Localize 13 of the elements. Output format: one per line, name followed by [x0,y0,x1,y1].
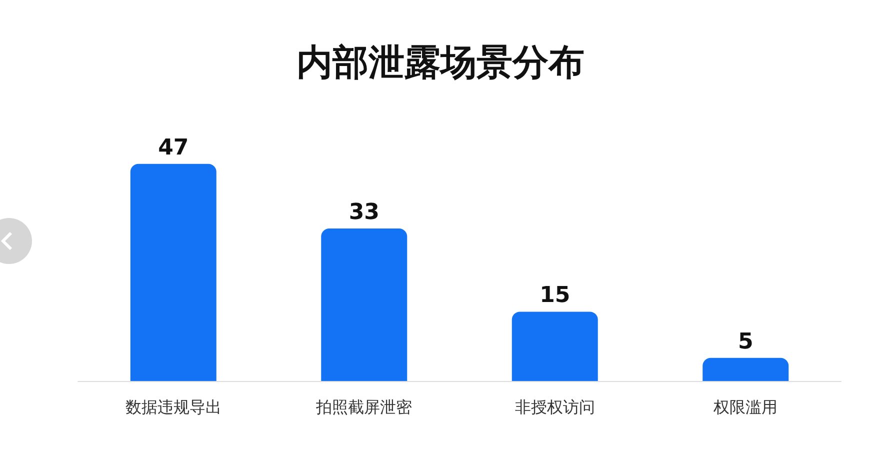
x-tick-label: 权限滥用 [712,398,778,416]
bar [321,228,408,381]
x-tick-label: 数据违规导出 [125,398,222,416]
chart-title: 内部泄露场景分布 [296,42,584,84]
x-tick-label: 非授权访问 [514,398,595,416]
x-tick-label: 拍照截屏泄密 [315,398,412,416]
bar [512,312,598,381]
data-label: 47 [158,135,189,160]
bar [130,164,216,381]
data-label: 33 [348,200,380,226]
bar [702,358,789,381]
data-label: 15 [540,283,570,308]
data-label: 5 [738,329,754,354]
